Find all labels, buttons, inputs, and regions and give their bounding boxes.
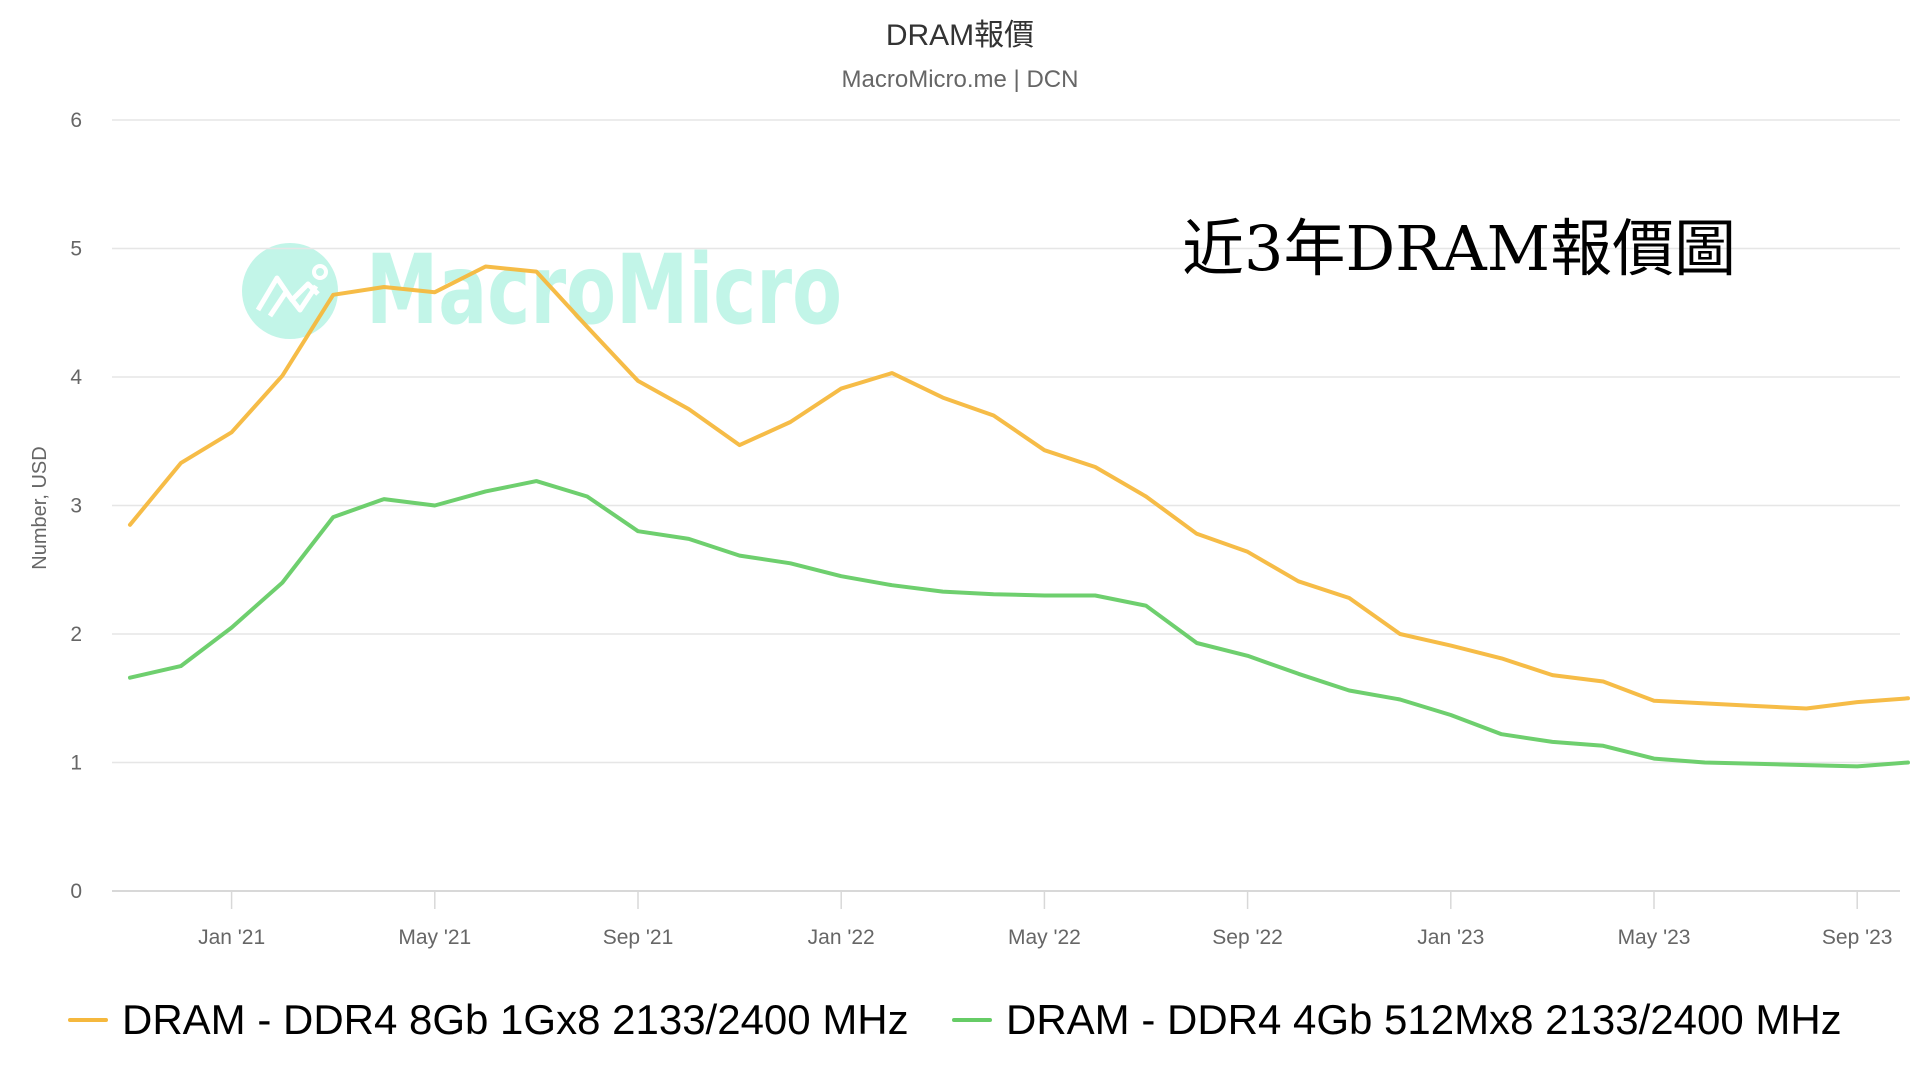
macromicro-watermark: MacroMicro bbox=[242, 234, 842, 346]
legend-label: DRAM - DDR4 8Gb 1Gx8 2133/2400 MHz bbox=[122, 996, 909, 1043]
series-lines bbox=[128, 264, 1910, 769]
x-tick-label: Jan '21 bbox=[198, 926, 265, 949]
watermark-logo-icon bbox=[242, 243, 338, 339]
y-axis-ticks: 0 1 2 3 4 5 6 bbox=[70, 109, 82, 903]
x-tick-label: May '23 bbox=[1618, 926, 1691, 949]
y-gridlines bbox=[112, 119, 1900, 892]
x-tick-label: May '21 bbox=[398, 926, 471, 949]
y-tick-label: 6 bbox=[70, 109, 82, 132]
x-tick-label: Sep '22 bbox=[1212, 926, 1283, 949]
x-tick-label: Jan '22 bbox=[808, 926, 875, 949]
x-tick-label: Sep '23 bbox=[1822, 926, 1893, 949]
y-tick-label: 3 bbox=[70, 495, 82, 518]
chart-subtitle: MacroMicro.me | DCN bbox=[841, 66, 1079, 93]
x-axis: Jan '21 May '21 Sep '21 Jan '22 May '22 Sep '… bbox=[198, 891, 1892, 949]
y-tick-label: 4 bbox=[70, 366, 82, 389]
legend: DRAM - DDR4 8Gb 1Gx8 2133/2400 MHz DRAM … bbox=[0, 990, 1920, 1050]
x-tick-label: Jan '23 bbox=[1417, 926, 1484, 949]
series-line-1[interactable] bbox=[128, 264, 1910, 711]
y-axis-label: Number, USD bbox=[29, 446, 51, 569]
watermark-text: MacroMicro bbox=[366, 234, 842, 346]
chart-annotation: 近3年DRAM報價圖 bbox=[1182, 212, 1737, 285]
series-line-2[interactable] bbox=[128, 479, 1910, 769]
y-tick-label: 5 bbox=[70, 238, 82, 261]
legend-label: DRAM - DDR4 4Gb 512Mx8 2133/2400 MHz bbox=[1006, 996, 1842, 1043]
y-tick-label: 0 bbox=[70, 880, 82, 903]
y-tick-label: 2 bbox=[70, 623, 82, 646]
legend-item-ddr4-4gb[interactable]: DRAM - DDR4 4Gb 512Mx8 2133/2400 MHz bbox=[952, 990, 1842, 1050]
legend-item-ddr4-8gb[interactable]: DRAM - DDR4 8Gb 1Gx8 2133/2400 MHz bbox=[68, 990, 909, 1050]
legend-line-icon bbox=[952, 1018, 992, 1022]
x-tick-label: Sep '21 bbox=[603, 926, 674, 949]
chart-title: DRAM報價 bbox=[885, 19, 1035, 52]
legend-line-icon bbox=[68, 1018, 108, 1022]
x-tick-label: May '22 bbox=[1008, 926, 1081, 949]
y-tick-label: 1 bbox=[70, 752, 82, 775]
